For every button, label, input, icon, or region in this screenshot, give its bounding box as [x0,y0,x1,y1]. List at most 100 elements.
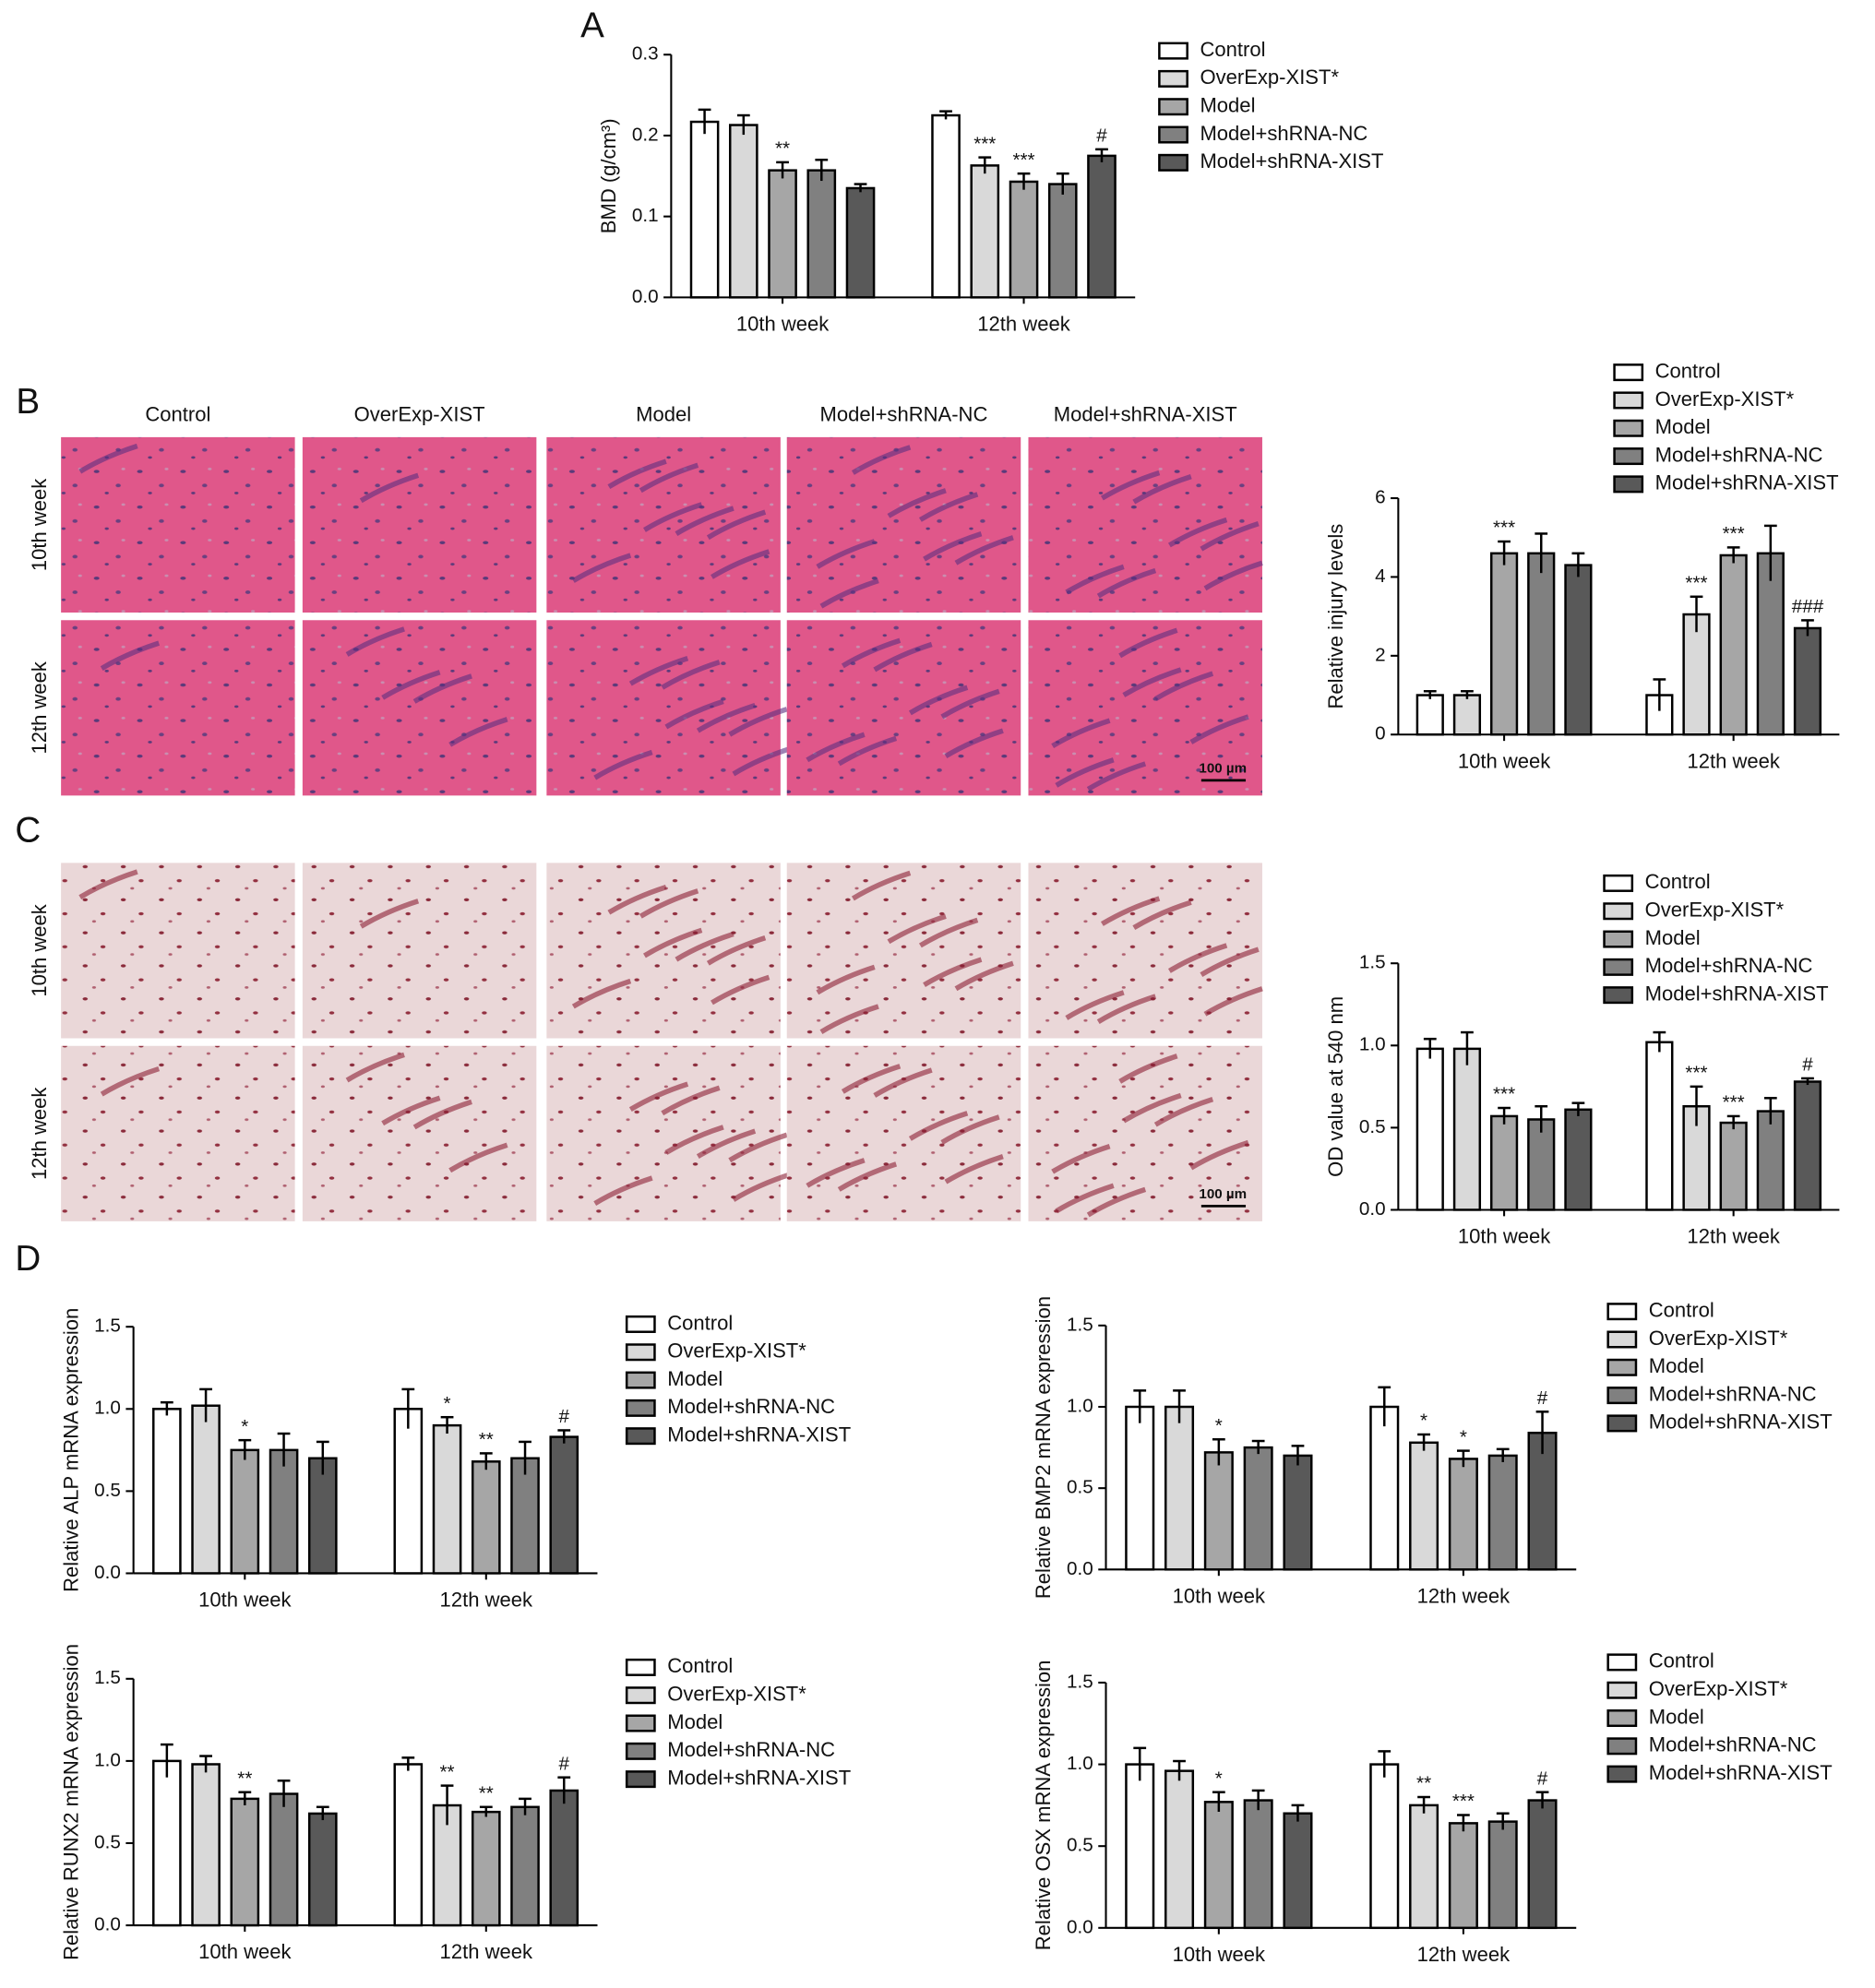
legend-swatch [625,1315,656,1333]
tissue-streak [593,1175,653,1206]
legend-swatch [625,1714,656,1732]
tissue-streak [1167,943,1228,973]
tissue-streak [918,492,979,522]
tissue-streak [908,1111,969,1141]
bar [393,1763,424,1927]
legend-swatch [1603,986,1634,1005]
legend-label: Model+shRNA-XIST [1649,1761,1833,1784]
bar [845,186,876,299]
panel-letter: D [15,1239,41,1279]
histology-image [1028,863,1262,1039]
y-tick-label: 1.5 [1067,1314,1093,1335]
legend-label: OverExp-XIST* [1200,65,1339,89]
tissue-streak [816,539,876,569]
bar [1793,626,1822,736]
tissue-streak [706,509,767,541]
significance-label: # [1537,1768,1548,1789]
bar [1369,1763,1400,1930]
tissue-streak [1065,990,1125,1020]
significance-label: # [1537,1387,1548,1409]
y-tick-label: 0.2 [632,124,659,145]
tissue-streak [1100,470,1161,501]
bar [1527,1431,1558,1571]
legend-label: Model+shRNA-NC [1649,1382,1817,1405]
y-tick-label: 0.5 [94,1831,121,1852]
bar [728,124,758,299]
legend-swatch [1613,391,1644,410]
legend-swatch [625,1343,656,1362]
tissue-streak [873,641,933,673]
bar [1087,154,1117,299]
significance-label: ** [479,1782,494,1803]
tissue-streak [1189,1139,1249,1171]
x-tick-label: 12th week [1417,1943,1511,1966]
column-label: Model+shRNA-XIST [1054,402,1237,425]
tissue-streak [593,749,653,780]
tissue-streak [873,1067,933,1098]
legend-swatch [625,1686,656,1705]
legend-swatch [1603,958,1634,976]
bar [1452,694,1482,736]
significance-label: ** [1416,1773,1431,1794]
column-label: Control [145,402,210,425]
tissue-streak [696,702,757,733]
bar [1564,564,1593,736]
tissue-streak [100,1065,161,1097]
significance-label: *** [1685,572,1707,593]
bar [1243,1446,1273,1571]
histology-image [546,863,781,1039]
tissue-streak [1051,1143,1111,1174]
tissue-streak [819,1004,879,1034]
tissue-streak [1132,473,1192,505]
tissue-streak [706,935,767,966]
legend-swatch [625,1742,656,1760]
bar [1448,1822,1478,1930]
tissue-streak [628,1081,689,1113]
histology-image [302,1045,537,1221]
legend-swatch [625,1427,656,1446]
bar [1564,1108,1593,1211]
legend-label: OverExp-XIST* [1649,1327,1788,1350]
bar [549,1435,579,1575]
significance-label: ### [1792,596,1824,617]
tissue-streak [944,1153,1004,1184]
legend-swatch [1606,1330,1638,1349]
y-tick-label: 1.5 [94,1315,121,1337]
y-axis-label: BMD (g/cm³) [597,118,620,233]
bar [471,1460,501,1575]
bar [1719,1121,1748,1211]
tissue-streak [1122,667,1182,697]
histology-image [1028,436,1262,613]
legend-swatch [1158,98,1188,116]
bar [1487,1820,1518,1930]
tissue-streak [607,884,667,915]
legend-swatch [1606,1737,1638,1756]
tissue-streak [1086,1186,1147,1218]
legend-label: OverExp-XIST* [1649,1677,1788,1700]
legend-label: Model+shRNA-NC [1649,1733,1817,1756]
tissue-streak [954,960,1014,992]
significance-label: # [1096,125,1107,147]
tissue-streak [661,1085,721,1116]
significance-label: # [559,1406,570,1427]
tissue-streak [841,637,902,669]
tissue-streak [1132,899,1192,931]
tissue-streak [607,458,667,489]
bar [269,1792,299,1927]
tissue-streak [728,707,788,737]
legend-label: Model+shRNA-XIST [667,1423,851,1446]
y-tick-label: 1.0 [1067,1395,1093,1416]
tissue-streak [643,927,703,958]
tissue-streak [1167,517,1228,548]
tissue-streak [1153,1096,1214,1127]
y-tick-label: 0 [1375,723,1386,744]
significance-label: * [1215,1415,1223,1436]
tissue-streak [954,535,1014,565]
legend-label: Model [667,1710,723,1733]
tissue-streak [732,1172,792,1202]
bar [1719,554,1748,736]
panel-letter: C [15,811,41,851]
legend-label: OverExp-XIST* [667,1683,806,1706]
bar [1009,180,1039,299]
y-tick-label: 1.0 [94,1749,121,1770]
